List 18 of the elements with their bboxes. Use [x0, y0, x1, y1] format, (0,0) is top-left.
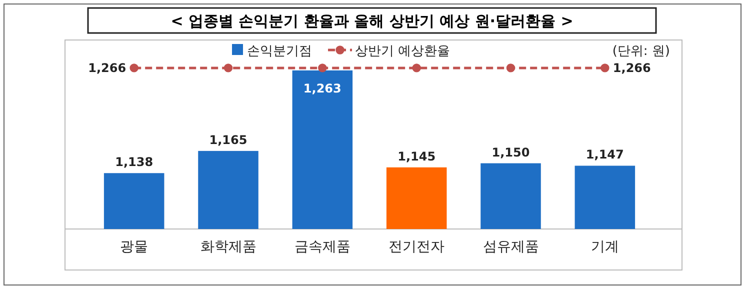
legend-label: 손익분기점: [247, 44, 312, 59]
x-tick-label: 기계: [590, 238, 619, 255]
data-label: 1,150: [492, 145, 530, 160]
x-tick-label: 광물: [120, 238, 148, 255]
x-tick-label: 금속제품: [294, 238, 350, 255]
annotation: (단위: 원): [612, 44, 670, 59]
legend-label: 상반기 예상환율: [355, 44, 450, 59]
x-tick-label: 섬유제품: [482, 238, 539, 255]
data-label: 1,138: [115, 155, 154, 170]
chart-title: < 업종별 손익분기 환율과 올해 상반기 예상 원·달러환율 >: [170, 12, 574, 30]
data-label: 1,266: [88, 60, 126, 75]
x-tick-label: 전기전자: [388, 238, 445, 255]
data-label: 1,145: [398, 149, 436, 164]
data-label: 1,266: [612, 60, 651, 75]
data-label: 1,165: [209, 132, 248, 147]
x-tick-label: 화학제품: [200, 238, 256, 255]
data-label: 1,263: [303, 81, 342, 96]
data-label: 1,147: [586, 148, 624, 162]
